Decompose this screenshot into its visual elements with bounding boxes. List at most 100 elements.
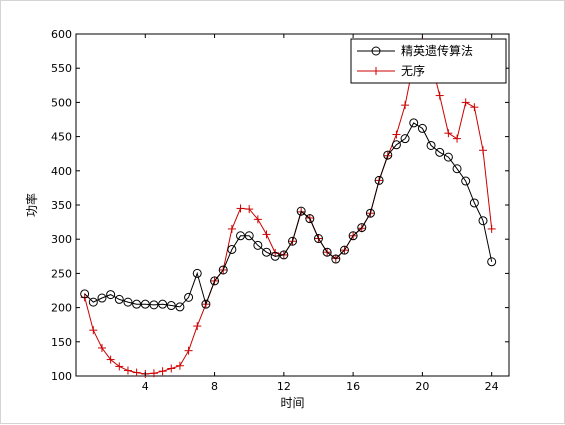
data-point — [244, 231, 254, 241]
legend-label-elite-ga: 精英遗传算法 — [401, 43, 473, 58]
data-point — [158, 299, 168, 309]
data-point — [253, 215, 262, 224]
legend-sample-elite-ga — [357, 46, 395, 56]
data-point — [487, 257, 497, 267]
data-point — [97, 343, 106, 352]
data-point — [296, 206, 306, 216]
plot-area — [75, 33, 510, 377]
legend-label-unordered: 无序 — [401, 63, 425, 78]
data-point — [391, 140, 401, 150]
data-point — [487, 224, 496, 233]
data-point — [115, 362, 124, 371]
data-point — [253, 240, 263, 250]
data-point — [331, 254, 341, 264]
data-point — [392, 130, 401, 139]
legend-marker — [371, 46, 381, 56]
data-point — [106, 290, 116, 300]
data-point — [132, 299, 142, 309]
data-point — [348, 231, 358, 241]
legend-marker — [372, 67, 380, 75]
data-point — [479, 146, 488, 155]
tick-layer: 100 150 200 250 300 350 400 450 500 550 600 4 8 12 16 2… — [51, 28, 509, 393]
series-elite-ga — [80, 118, 497, 312]
data-point — [140, 299, 150, 309]
x-tick-label: 8 — [211, 380, 218, 393]
data-point — [469, 198, 479, 208]
y-tick-label: 400 — [51, 165, 72, 178]
data-point — [192, 268, 202, 278]
data-point — [132, 368, 141, 377]
data-point — [123, 297, 133, 307]
legend-sample-unordered — [357, 67, 395, 75]
data-point — [305, 214, 315, 224]
y-tick-label: 200 — [51, 302, 72, 315]
data-point — [149, 300, 159, 310]
data-point — [400, 134, 410, 144]
legend-box — [350, 38, 507, 84]
data-point — [236, 204, 245, 213]
data-point — [288, 236, 297, 246]
data-point — [123, 366, 132, 375]
data-point — [470, 103, 479, 112]
data-point — [184, 292, 194, 302]
x-axis-label: 时间 — [280, 396, 304, 410]
data-point — [357, 223, 367, 233]
y-axis-label: 功率 — [24, 193, 39, 217]
data-point — [184, 346, 193, 355]
data-point — [461, 176, 471, 186]
x-tick-label: 16 — [346, 380, 360, 393]
data-point — [401, 101, 410, 110]
data-point — [426, 140, 436, 150]
data-point — [305, 213, 314, 222]
data-point — [106, 355, 115, 364]
data-point — [270, 251, 280, 261]
y-tick-label: 300 — [51, 233, 72, 246]
series-layer — [80, 36, 497, 378]
data-point — [365, 208, 375, 218]
data-point — [417, 123, 427, 133]
data-point — [89, 326, 98, 335]
data-point — [97, 293, 107, 303]
y-tick-label: 100 — [51, 370, 72, 383]
data-point — [236, 231, 246, 241]
data-point — [452, 164, 462, 174]
x-tick-label: 24 — [485, 380, 499, 393]
data-point — [453, 134, 462, 143]
data-point — [322, 247, 332, 257]
data-point — [166, 301, 176, 311]
data-point — [478, 216, 488, 226]
data-point — [210, 276, 220, 286]
x-tick-label: 12 — [277, 380, 291, 393]
y-tick-label: 450 — [51, 131, 72, 144]
data-point — [175, 302, 185, 312]
legend: 精英遗传算法 无序 — [350, 38, 507, 84]
y-tick-label: 150 — [51, 336, 72, 349]
data-point — [149, 369, 158, 378]
data-point — [279, 250, 289, 260]
data-point — [262, 247, 272, 257]
data-point — [218, 265, 228, 275]
x-tick-label: 20 — [415, 380, 429, 393]
data-point — [88, 297, 98, 307]
y-tick-label: 500 — [51, 96, 72, 109]
data-point — [409, 118, 419, 128]
data-point — [262, 230, 271, 239]
data-point — [158, 367, 167, 376]
data-point — [80, 289, 90, 299]
data-point — [444, 129, 453, 138]
data-point — [227, 224, 236, 233]
data-point — [227, 244, 237, 254]
series-line — [84, 122, 493, 308]
data-point — [435, 147, 445, 157]
data-point — [339, 245, 349, 255]
data-point — [461, 98, 470, 107]
y-tick-label: 600 — [51, 28, 72, 41]
data-point — [175, 361, 184, 370]
y-tick-label: 350 — [51, 199, 72, 212]
y-tick-label: 550 — [51, 62, 72, 75]
data-point — [383, 150, 393, 160]
data-point — [443, 152, 453, 162]
data-point — [114, 294, 124, 304]
data-point — [374, 175, 384, 185]
